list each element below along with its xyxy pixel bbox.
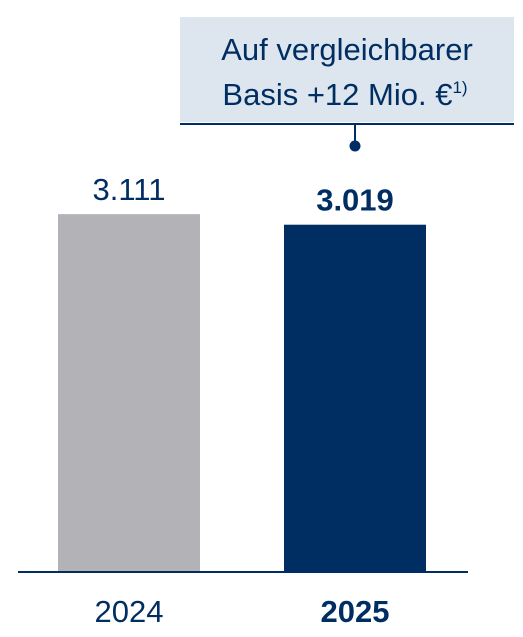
category-label-2025: 2025 [321,594,390,629]
annotation-callout: Auf vergleichbarer Basis +12 Mio. €1) [180,17,514,152]
annotation-dot [349,140,361,152]
annotation-superscript: 1) [452,78,467,97]
annotation-box [180,17,514,122]
annotation-line-2-text: Basis +12 Mio. € [222,77,452,112]
category-label-2024: 2024 [95,594,164,629]
annotation-line-1: Auf vergleichbarer [221,32,473,67]
bars-layer: 3.111 2024 3.019 2025 [58,172,426,629]
bar-2024 [58,214,200,571]
value-label-2025: 3.019 [316,183,394,218]
bar-2025 [284,224,426,571]
annotation-line-2: Basis +12 Mio. €1) [222,77,467,112]
value-label-2024: 3.111 [93,172,166,207]
